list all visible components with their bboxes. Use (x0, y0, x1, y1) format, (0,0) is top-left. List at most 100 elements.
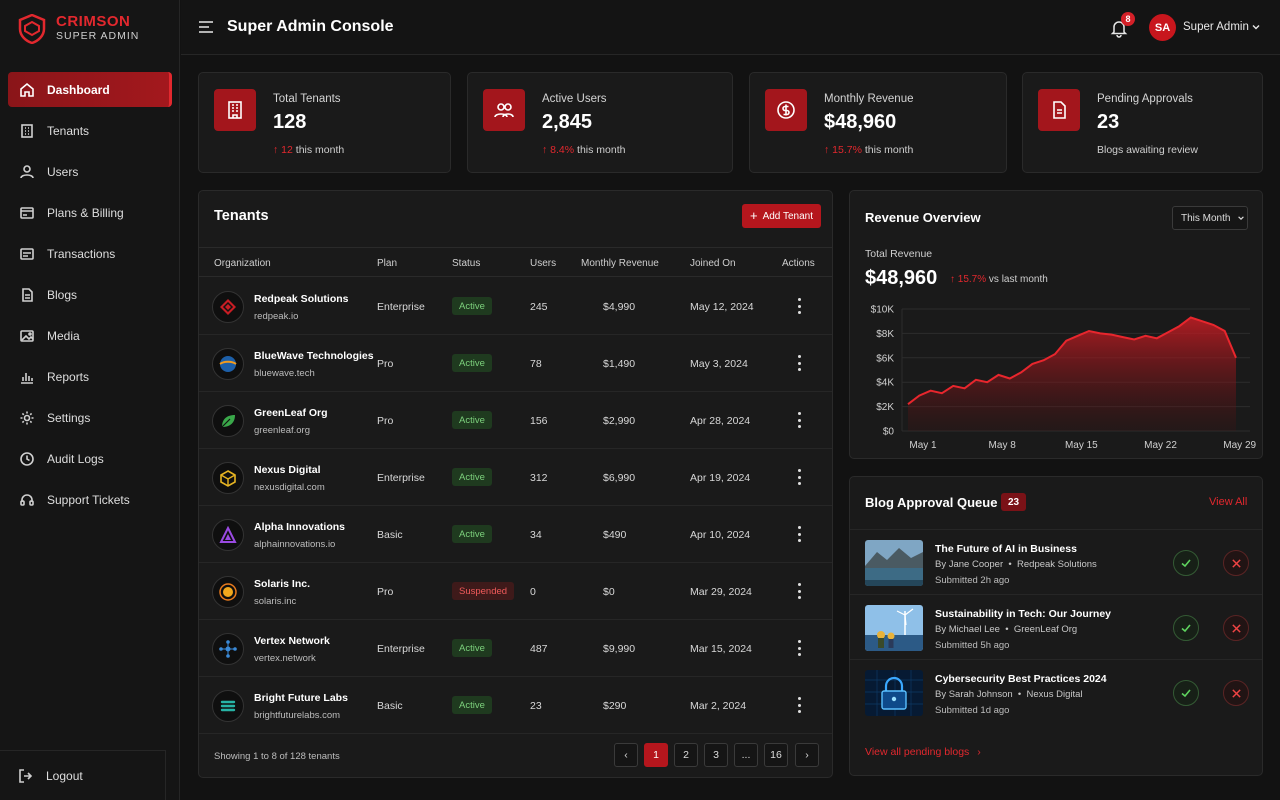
table-row[interactable]: GreenLeaf Org greenleaf.org Pro Active 156 $2… (199, 392, 832, 449)
blog-author: By Jane Cooper (935, 559, 1004, 570)
sidebar-item-transactions[interactable]: Transactions (8, 236, 172, 271)
table-row[interactable]: BlueWave Technologies bluewave.tech Pro Act… (199, 335, 832, 392)
next-page-button[interactable]: › (795, 743, 819, 767)
blog-submitted-time: Submitted 1d ago (935, 705, 1010, 716)
approve-button[interactable] (1173, 680, 1199, 706)
more-actions-icon[interactable] (797, 526, 801, 542)
stack-logo-icon (212, 690, 244, 722)
status-badge: Active (452, 297, 492, 315)
org-name[interactable]: Alpha Innovations (254, 521, 346, 533)
page-button-16[interactable]: 16 (764, 743, 788, 767)
org-name[interactable]: BlueWave Technologies (254, 350, 374, 362)
table-row[interactable]: Alpha Innovations alphainnovations.io Basi… (199, 506, 832, 563)
blog-queue-item[interactable]: Cybersecurity Best Practices 2024 By Sara… (850, 659, 1262, 723)
column-header[interactable]: Joined On (690, 258, 736, 269)
sidebar-item-label: Audit Logs (47, 451, 104, 466)
network-logo-icon (212, 633, 244, 665)
sidebar-item-settings[interactable]: Settings (8, 400, 172, 435)
org-domain: greenleaf.org (254, 425, 310, 436)
headset-icon (20, 493, 34, 506)
chevron-right-icon: › (977, 746, 981, 758)
plan-cell: Enterprise (377, 472, 425, 484)
sidebar-item-users[interactable]: Users (8, 154, 172, 189)
page-button-3[interactable]: 3 (704, 743, 728, 767)
more-actions-icon[interactable] (797, 355, 801, 371)
blog-queue-item[interactable]: Sustainability in Tech: Our Journey By Mi… (850, 594, 1262, 658)
sidebar-item-dashboard[interactable]: Dashboard (8, 72, 172, 107)
org-name[interactable]: Redpeak Solutions (254, 293, 349, 305)
view-all-link[interactable]: View All (1209, 496, 1248, 508)
avatar[interactable]: SA (1149, 14, 1176, 41)
reject-button[interactable] (1223, 550, 1249, 576)
table-row[interactable]: Redpeak Solutions redpeak.io Enterprise Act… (199, 278, 832, 335)
joined-cell: May 12, 2024 (690, 301, 754, 313)
more-actions-icon[interactable] (797, 583, 801, 599)
stat-label: Pending Approvals (1097, 93, 1193, 105)
sidebar-item-audit-logs[interactable]: Audit Logs (8, 441, 172, 476)
table-row[interactable]: Vertex Network vertex.network Enterprise Ac… (199, 620, 832, 677)
more-actions-icon[interactable] (797, 412, 801, 428)
brand[interactable]: CRIMSON SUPER ADMIN (18, 14, 139, 44)
approve-button[interactable] (1173, 550, 1199, 576)
blog-title[interactable]: The Future of AI in Business (935, 543, 1077, 555)
sidebar-item-support-tickets[interactable]: Support Tickets (8, 482, 172, 517)
sidebar-item-label: Reports (47, 369, 90, 384)
more-actions-icon[interactable] (797, 697, 801, 713)
column-header[interactable]: Organization (214, 258, 271, 269)
pagination-ellipsis: ... (734, 743, 758, 767)
sidebar-item-blogs[interactable]: Blogs (8, 277, 172, 312)
x-tick-label: May 29 (1223, 440, 1256, 451)
sidebar-item-label: Tenants (47, 123, 90, 138)
more-actions-icon[interactable] (797, 640, 801, 656)
joined-cell: Apr 28, 2024 (690, 415, 751, 427)
arrow-up-icon: ↑ (542, 144, 548, 156)
column-header[interactable]: Users (530, 258, 557, 269)
blog-title[interactable]: Cybersecurity Best Practices 2024 (935, 673, 1107, 685)
table-row[interactable]: Nexus Digital nexusdigital.com Enterprise A… (199, 449, 832, 506)
prev-page-button[interactable]: ‹ (614, 743, 638, 767)
blog-title[interactable]: Sustainability in Tech: Our Journey (935, 608, 1112, 620)
blog-submitted-time: Submitted 5h ago (935, 640, 1010, 651)
org-name[interactable]: Bright Future Labs (254, 692, 348, 704)
table-row[interactable]: Bright Future Labs brightfuturelabs.com Ba… (199, 677, 832, 734)
add-tenant-button[interactable]: + Add Tenant (742, 204, 821, 228)
users-cell: 0 (530, 586, 536, 598)
period-select[interactable]: This Month (1172, 206, 1248, 230)
blog-org: Redpeak Solutions (1017, 559, 1097, 570)
user-name[interactable]: Super Admin (1183, 21, 1249, 33)
table-row[interactable]: Solaris Inc. solaris.inc Pro Suspended 0 $0 Ma… (199, 563, 832, 620)
sidebar-item-label: Dashboard (47, 82, 110, 97)
logout-button[interactable]: Logout (0, 750, 166, 800)
reject-button[interactable] (1223, 615, 1249, 641)
blog-submitted-time: Submitted 2h ago (935, 575, 1010, 586)
column-header[interactable]: Monthly Revenue (581, 258, 659, 269)
blog-queue-item[interactable]: The Future of AI in Business By Jane Coop… (850, 529, 1262, 593)
view-all-pending-blogs-link[interactable]: View all pending blogs › (865, 746, 981, 758)
sidebar-item-plans-billing[interactable]: Plans & Billing (8, 195, 172, 230)
brand-tagline: SUPER ADMIN (56, 30, 140, 42)
column-header[interactable]: Status (452, 258, 481, 269)
page-button-1[interactable]: 1 (644, 743, 668, 767)
more-actions-icon[interactable] (797, 469, 801, 485)
revenue-cell: $490 (603, 529, 627, 541)
reject-button[interactable] (1223, 680, 1249, 706)
revenue-area (908, 317, 1236, 431)
status-badge: Active (452, 468, 492, 486)
hamburger-menu-icon[interactable] (197, 18, 215, 36)
stat-sub: Blogs awaiting review (1097, 144, 1198, 156)
approve-button[interactable] (1173, 615, 1199, 641)
org-name[interactable]: Vertex Network (254, 635, 330, 647)
more-actions-icon[interactable] (797, 298, 801, 314)
y-tick-label: $2K (876, 402, 894, 413)
chevron-down-icon[interactable] (1251, 22, 1261, 32)
org-name[interactable]: Solaris Inc. (254, 578, 311, 590)
sidebar-item-reports[interactable]: Reports (8, 359, 172, 394)
stat-card-active-users: Active Users 2,845 ↑ 8.4% this month (467, 72, 733, 173)
org-name[interactable]: GreenLeaf Org (254, 407, 328, 419)
page-button-2[interactable]: 2 (674, 743, 698, 767)
sidebar-item-tenants[interactable]: Tenants (8, 113, 172, 148)
sidebar-item-media[interactable]: Media (8, 318, 172, 353)
dollar-icon (777, 101, 795, 119)
column-header[interactable]: Plan (377, 258, 398, 269)
org-name[interactable]: Nexus Digital (254, 464, 321, 476)
